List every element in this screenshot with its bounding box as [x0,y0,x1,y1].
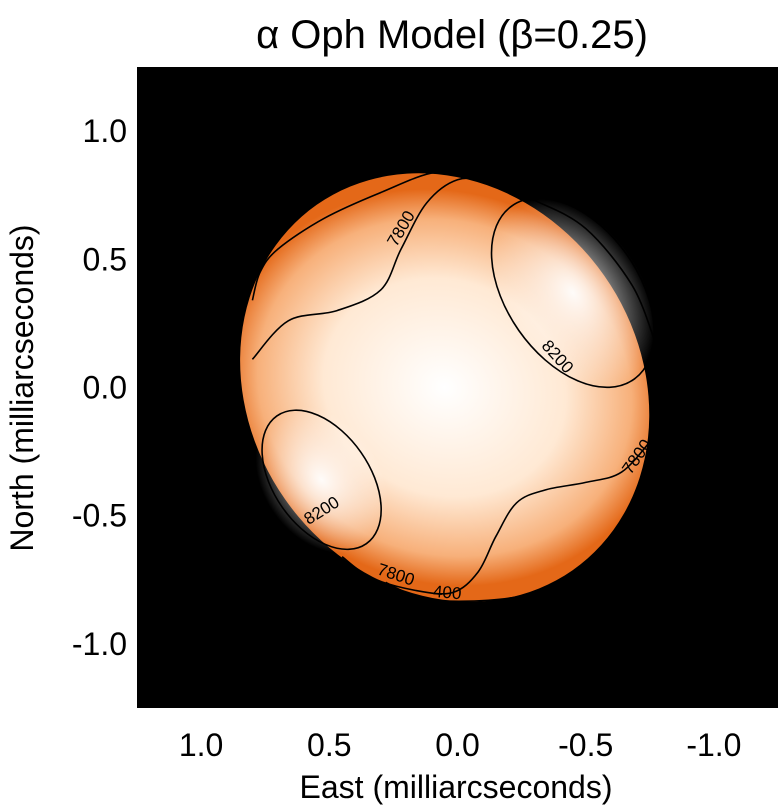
contour-7800-lower [341,438,653,595]
y-tick-label: 1.0 [83,113,127,149]
y-axis-label: North (milliarcseconds) [4,224,40,551]
y-tick-label: -1.0 [72,626,127,662]
chart-title: α Oph Model (β=0.25) [256,13,648,57]
contour-7800-upper [251,177,656,360]
tick-labels: 1.0 0.5 0.0 -0.5 -1.0 1.0 0.5 0.0 -0.5 -1.0 [72,113,742,763]
contour-7400-upper [251,170,484,301]
contour-8200-lower [261,409,382,551]
contour-lines [251,170,661,603]
contour-8200-upper [490,197,656,389]
x-tick-label: 0.0 [435,727,479,763]
x-tick-label: -0.5 [558,727,613,763]
y-tick-label: 0.5 [83,241,127,277]
contour-label: 400 [432,582,462,603]
x-tick-label: -1.0 [686,727,741,763]
x-tick-label: 1.0 [179,727,223,763]
x-axis-label: East (milliarcseconds) [300,769,613,805]
x-tick-label: 0.5 [307,727,351,763]
contour-7400-lower [385,418,661,603]
axis-ticks [137,130,715,708]
y-tick-label: -0.5 [72,498,127,534]
y-tick-label: 0.0 [83,370,127,406]
hot-region-upper [491,199,655,387]
